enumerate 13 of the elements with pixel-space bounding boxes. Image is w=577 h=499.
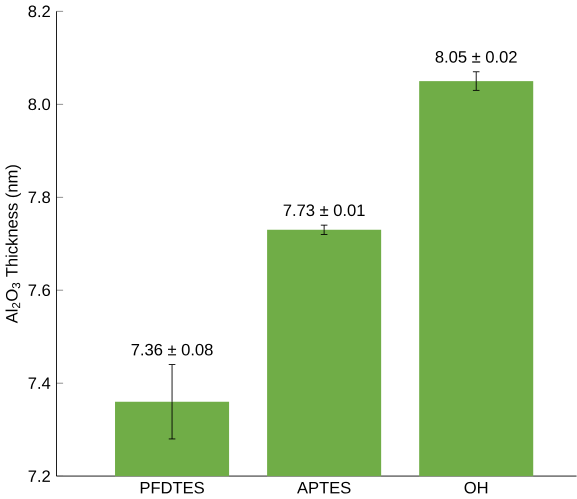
x-tick-label: PFDTES bbox=[140, 482, 204, 494]
x-tick-label: OH bbox=[464, 482, 488, 494]
y-tick-label: 8.2 bbox=[28, 5, 50, 18]
y-tick-label: 7.6 bbox=[28, 284, 50, 296]
data-label: 7.73 ± 0.01 bbox=[284, 204, 365, 216]
x-tick-label: APTES bbox=[297, 482, 350, 494]
y-tick-label: 8.0 bbox=[28, 98, 50, 110]
y-tick-label: 7.4 bbox=[28, 377, 50, 389]
data-label: 8.05 ± 0.02 bbox=[436, 50, 517, 63]
y-axis-title: Al$_{2}$O$_{3}$ Thickness (nm) bbox=[6, 165, 21, 324]
y-tick-label: 7.8 bbox=[28, 191, 50, 204]
y-tick-label: 7.2 bbox=[28, 470, 50, 482]
data-label: 7.36 ± 0.08 bbox=[132, 344, 213, 356]
